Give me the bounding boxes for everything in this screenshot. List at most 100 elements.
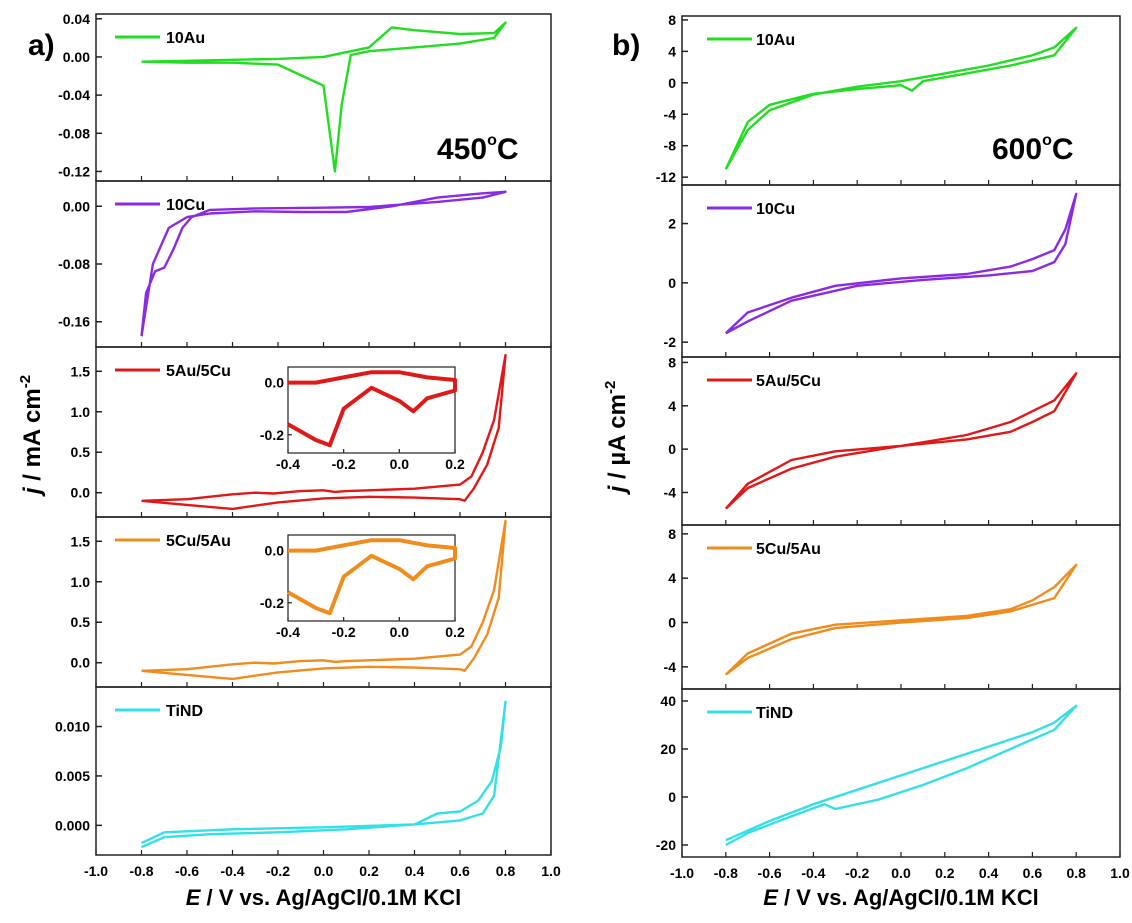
series-line-10Cu (724, 192, 1078, 335)
y-tick-label: 4 (668, 398, 676, 414)
inset-x-tick-label: -0.2 (332, 456, 356, 472)
y-tick-label: -0.16 (58, 314, 90, 330)
series-line-TiND (140, 700, 507, 849)
x-tick-label: -0.6 (175, 863, 199, 879)
x-tick-label: -0.8 (714, 865, 738, 881)
inset-x-tick-label: 0.0 (390, 456, 410, 472)
subplot-5cu-5au: 0.0 0.5 1.0 1.5 5Cu/5Au 0.0 -0.2 -0.4 -0.2 0.0 0.2 (71, 516, 552, 688)
y-tick-label: 0.5 (71, 614, 91, 630)
inset-5cu-5au: 0.0 -0.2 -0.4 -0.2 0.0 0.2 (260, 534, 465, 640)
series-line-10Au (141, 21, 507, 173)
panel-label: a) (28, 29, 55, 62)
y-tick-label: 1.5 (71, 363, 91, 379)
x-tick-label: 0.0 (314, 863, 334, 879)
x-tick-label: -0.4 (801, 865, 825, 881)
x-tick-label: 0.4 (979, 865, 999, 881)
x-tick-label: -0.6 (758, 865, 782, 881)
series-line-5Au/5Cu (141, 353, 507, 511)
y-tick-label: 0.5 (71, 444, 91, 460)
legend-label: TiND (166, 703, 203, 720)
x-tick-label: 0.6 (1023, 865, 1043, 881)
y-tick-label: 8 (668, 12, 676, 28)
y-tick-label: -2 (664, 334, 677, 350)
y-tick-label: 0.000 (55, 817, 90, 833)
subplot-5au-5cu: 0.0 0.5 1.0 1.5 5Au/5Cu 0.0 -0.2 -0.4 -0.2 0.0 0.2 (71, 346, 552, 518)
y-tick-label: 0.00 (63, 49, 90, 65)
y-axis-title: j / mA cm-2 (17, 375, 46, 497)
y-tick-label: 0.005 (55, 768, 90, 784)
y-tick-label: 0.010 (55, 719, 90, 735)
y-tick-label: 0.0 (71, 655, 91, 671)
inset-y-tick-label: -0.2 (260, 595, 284, 611)
y-tick-label: -20 (656, 837, 676, 853)
temperature-label: 450oC (437, 132, 519, 166)
series-line-10Cu (140, 190, 507, 337)
legend-label: 5Au/5Cu (756, 373, 821, 390)
x-tick-label: 0.0 (891, 865, 911, 881)
inset-x-tick-label: 0.0 (390, 624, 410, 640)
legend-label: 10Au (166, 30, 205, 47)
y-tick-label: 4 (668, 570, 676, 586)
x-axis-title: E / V vs. Ag/AgCl/0.1M KCl (763, 885, 1038, 910)
y-tick-label: -0.04 (58, 87, 90, 103)
y-tick-label: -4 (664, 659, 677, 675)
y-tick-label: -0.08 (58, 125, 90, 141)
x-axis-title: E / V vs. Ag/AgCl/0.1M KCl (186, 885, 461, 910)
y-tick-label: 1.5 (71, 533, 91, 549)
subplot-tind: 0.000 0.005 0.010 TiND (55, 686, 552, 856)
legend-label: TiND (756, 705, 793, 722)
x-tick-label: -0.8 (129, 863, 153, 879)
y-tick-label: 1.0 (71, 574, 91, 590)
x-tick-label: 0.6 (450, 863, 470, 879)
subplot-10cu: 2 0 -2 10Cu (664, 184, 1121, 358)
y-tick-label: -0.08 (58, 256, 90, 272)
x-tick-label: -1.0 (84, 863, 108, 879)
inset-x-tick-label: -0.4 (276, 456, 300, 472)
x-tick-label: 1.0 (541, 863, 561, 879)
y-tick-label: 40 (660, 693, 676, 709)
x-tick-label: 0.2 (935, 865, 955, 881)
y-tick-label: 8 (668, 526, 676, 542)
inset-x-tick-label: 0.2 (445, 624, 465, 640)
legend-label: 5Cu/5Au (756, 541, 821, 558)
x-tick-label: 0.8 (1066, 865, 1086, 881)
subplot-10au: 0.04 0.00 -0.04 -0.08 -0.12 10Au (58, 11, 552, 182)
y-tick-label: 4 (668, 43, 676, 59)
inset-y-tick-label: 0.0 (265, 543, 285, 559)
panel-label: b) (612, 29, 640, 62)
y-tick-label: -4 (664, 106, 677, 122)
subplot-tind: 40 20 0 -20 TiND (656, 688, 1121, 858)
y-tick-label: 8 (668, 354, 676, 370)
x-tick-label: -0.2 (845, 865, 869, 881)
inset-5au-5cu: 0.0 -0.2 -0.4 -0.2 0.0 0.2 (260, 366, 465, 472)
y-tick-label: 0.0 (71, 485, 91, 501)
y-tick-label: 0.04 (63, 11, 90, 27)
legend-label: 10Cu (756, 201, 795, 218)
panel-a: a) 0.04 0.00 -0.04 -0.08 -0.12 10Au 0.00 -0.08 -0… (17, 11, 561, 910)
y-tick-label: -4 (664, 484, 677, 500)
y-tick-label: -0.12 (58, 163, 90, 179)
inset-y-tick-label: -0.2 (260, 427, 284, 443)
x-tick-label: -1.0 (670, 865, 694, 881)
legend-label: 5Cu/5Au (166, 533, 231, 550)
y-tick-label: 0 (668, 441, 676, 457)
y-tick-label: 0 (668, 275, 676, 291)
subplot-5cu-5au: 8 4 0 -4 5Cu/5Au (664, 524, 1121, 690)
inset-series-line (287, 370, 457, 448)
y-tick-label: 0 (668, 75, 676, 91)
x-tick-label: 0.4 (405, 863, 425, 879)
x-tick-label: 0.2 (359, 863, 379, 879)
series-line-5Au/5Cu (724, 372, 1078, 510)
series-line-5Cu/5Au (141, 519, 507, 681)
y-tick-label: 20 (660, 741, 676, 757)
y-tick-label: -12 (656, 169, 676, 185)
x-tick-label: 0.8 (496, 863, 516, 879)
x-tick-label: -0.4 (220, 863, 244, 879)
legend-label: 5Au/5Cu (166, 363, 231, 380)
y-tick-label: 0 (668, 789, 676, 805)
y-tick-label: 2 (668, 216, 676, 232)
legend-label: 10Au (756, 32, 795, 49)
inset-x-tick-label: -0.2 (332, 624, 356, 640)
